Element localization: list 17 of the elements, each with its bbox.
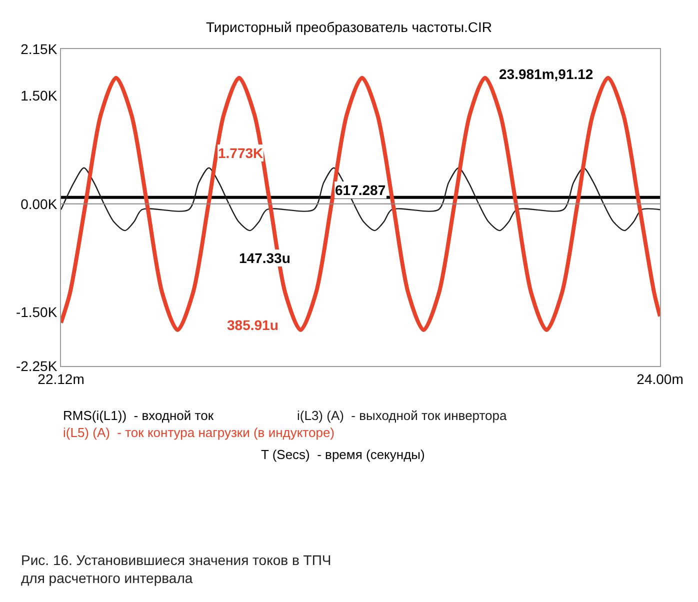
x-tick-label: 24.00m: [636, 370, 684, 387]
annotation: 1.773K: [218, 145, 264, 161]
x-axis-title: T (Secs) - время (секунды): [261, 447, 425, 462]
annotation: 147.33u: [239, 250, 290, 266]
text: i(L5) (A) - ток контура нагрузки (в индукторе): [63, 425, 335, 440]
text: RMS(i(L1)) - входной ток: [63, 408, 214, 423]
annotation: 23.981m,91.12: [499, 66, 594, 82]
y-tick-label: 0.00K: [20, 196, 58, 212]
text: i(L3) (A) - выходной ток инвертора: [297, 408, 508, 423]
annotation: 617.287: [335, 182, 386, 198]
line-series: [61, 167, 660, 232]
text: Рис. 16. Установившиеся значения токов в ТПЧ для расчетного интервала: [21, 552, 332, 586]
y-tick-label: 1.50K: [20, 88, 58, 104]
annotation: 385.91u: [227, 317, 278, 333]
chart-title: Тиристорный преобразователь частоты.CIR: [206, 18, 492, 35]
y-tick-label: -1.50K: [16, 304, 58, 320]
y-tick-label: 2.15K: [20, 40, 58, 57]
